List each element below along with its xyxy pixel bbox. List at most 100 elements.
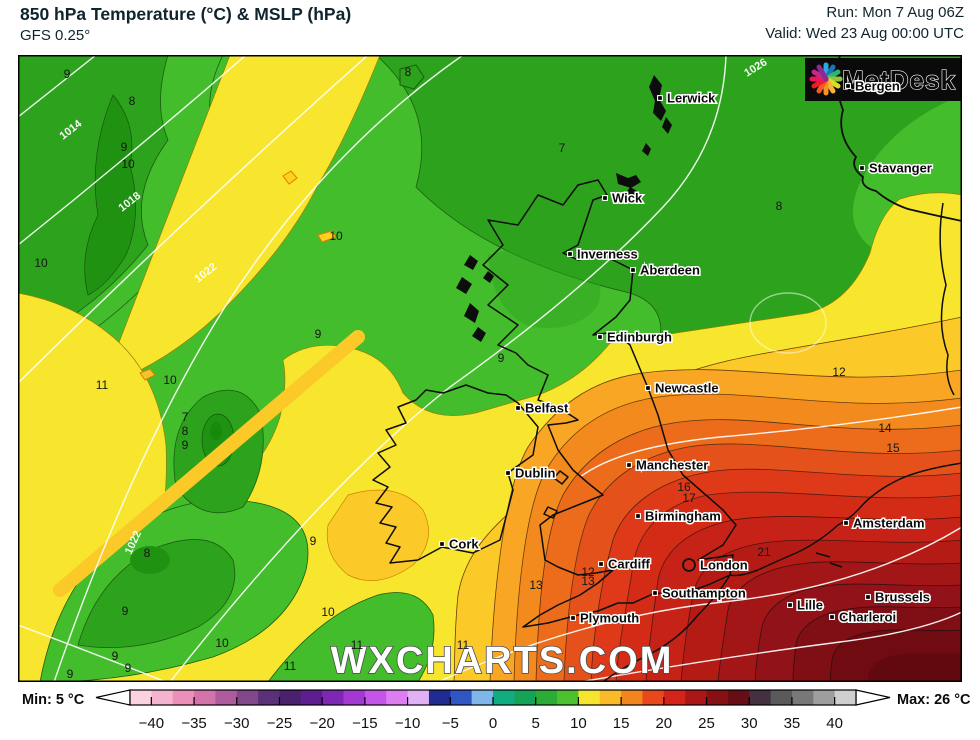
patch-small-3: [139, 368, 156, 381]
scale-tick-label: −25: [267, 715, 292, 732]
scale-segment: [834, 690, 857, 705]
map-frame: [18, 55, 962, 682]
city-markers: Bergen Lerwick Stavanger Wick InvernessAberd…: [439, 77, 933, 627]
temp-contour-label: 7: [559, 141, 566, 155]
city-marker: [567, 251, 573, 257]
city-marker: [597, 334, 603, 340]
city-label: Plymouth: [580, 611, 639, 626]
scale-segment: [813, 690, 836, 705]
scale-arrow-left: [95, 689, 131, 706]
city-label: Brussels: [875, 590, 930, 605]
temp-contour-label: 10: [215, 636, 229, 650]
city-marker: [439, 541, 445, 547]
city-label: Charleroi: [839, 610, 896, 625]
city-marker: [635, 513, 641, 519]
contour-temp-labels: 9891010810789910117891214151617211312138…: [34, 65, 900, 681]
city-marker: [829, 614, 835, 620]
city-label: Belfast: [525, 401, 569, 416]
isobar-lines: [17, 54, 963, 683]
temp-contour-label: 8: [144, 546, 151, 560]
city-label: Newcastle: [655, 381, 719, 396]
scale-segment: [322, 690, 344, 705]
patch-cold-8: [399, 64, 425, 90]
run-time-label: Run: Mon 7 Aug 06Z: [826, 4, 964, 21]
scale-tick-label: −10: [395, 715, 420, 732]
city-label: Amsterdam: [853, 516, 925, 531]
temp-contour-label: 12: [832, 365, 846, 379]
temp-contour-label: 9: [64, 67, 71, 81]
city-label: Southampton: [662, 586, 746, 601]
temp-contour-label: 13: [529, 578, 543, 592]
city-label: Edinburgh: [607, 330, 672, 345]
scale-segment: [258, 690, 280, 705]
scale-segment: [215, 690, 238, 705]
temp-contour-label: 8: [129, 94, 136, 108]
temp-contour-label: 15: [886, 441, 900, 455]
scale-tick-label: 35: [784, 715, 801, 732]
city-label: Birmingham: [645, 509, 721, 524]
city-label: Manchester: [636, 458, 708, 473]
scale-tick-label: 5: [532, 715, 540, 732]
scale-segment: [727, 690, 750, 705]
scale-ticks: [150, 697, 836, 705]
temp-contour-label: 10: [329, 229, 343, 243]
valid-time-label: Valid: Wed 23 Aug 00:00 UTC: [765, 25, 964, 42]
scale-segment: [770, 690, 793, 705]
scale-segment: [749, 690, 771, 705]
city-label: Aberdeen: [640, 263, 700, 278]
city-label: Bergen: [855, 79, 900, 94]
scale-segment: [343, 690, 366, 705]
scale-segment: [578, 690, 601, 705]
patch-small-1: [282, 170, 298, 185]
scale-tick-label: 30: [741, 715, 758, 732]
scale-segment: [471, 690, 494, 705]
temp-contour-label: 9: [122, 604, 129, 618]
scale-tick-labels: −40 −35 −30 −25 −20 −15 −10 −5 0 5 10 15 20 25 30 35 40: [139, 715, 843, 732]
region-warm-ireland: [326, 489, 429, 581]
city-marker: [652, 590, 658, 596]
scale-tick-label: −15: [352, 715, 377, 732]
city-marker: [630, 267, 636, 273]
temp-contour-label: 10: [121, 157, 135, 171]
scale-segment: [599, 690, 622, 705]
region-warm-tongue: [53, 330, 365, 597]
scale-segment: [300, 690, 323, 705]
scale-segment: [557, 690, 579, 705]
scale-segment: [386, 690, 408, 705]
temp-contour-label: 12: [581, 565, 595, 579]
scale-tick-label: −30: [224, 715, 249, 732]
temp-contour-label: 11: [284, 659, 297, 673]
scale-tick-label: −5: [442, 715, 459, 732]
temp-contour-label: 16: [677, 480, 691, 494]
temp-contour-label: 10: [34, 256, 48, 270]
logo-brand-text: MetDesk: [842, 65, 956, 95]
min-temp-label: Min: 5 °C: [22, 692, 85, 708]
map-canvas: MetDesk WXCHARTS.COM 1014 1018 1022 1022 102…: [17, 54, 963, 683]
scale-segment: [706, 690, 729, 705]
scale-border: [129, 689, 857, 706]
scale-tick-label: 10: [570, 715, 587, 732]
scale-tick-label: 25: [698, 715, 715, 732]
temp-contour-label: 21: [757, 545, 771, 559]
city-marker: [843, 520, 849, 526]
city-label: Cardiff: [608, 557, 651, 572]
scale-tick-label: −35: [181, 715, 206, 732]
region-darkgreen-highlands: [488, 247, 601, 329]
color-scale: Min: 5 °C Max: 26 °C −40 −35 −30 −25 −20 −15−…: [22, 689, 971, 732]
city-marker-circle: [682, 558, 696, 572]
city-marker: [787, 602, 793, 608]
scale-tick-label: 40: [826, 715, 843, 732]
city-label: Inverness: [577, 247, 638, 262]
scale-segment: [428, 690, 451, 705]
scale-segment: [450, 690, 473, 705]
city-marker: [626, 462, 632, 468]
scale-segment: [130, 690, 152, 705]
scale-segment: [514, 690, 537, 705]
scale-tick-label: −40: [139, 715, 164, 732]
city-marker: [602, 195, 608, 201]
temp-contour-label: 9: [315, 327, 322, 341]
region-darkest-sw: [130, 546, 170, 574]
temp-contour-label: 8: [776, 199, 783, 213]
scale-tick-label: −20: [309, 715, 334, 732]
